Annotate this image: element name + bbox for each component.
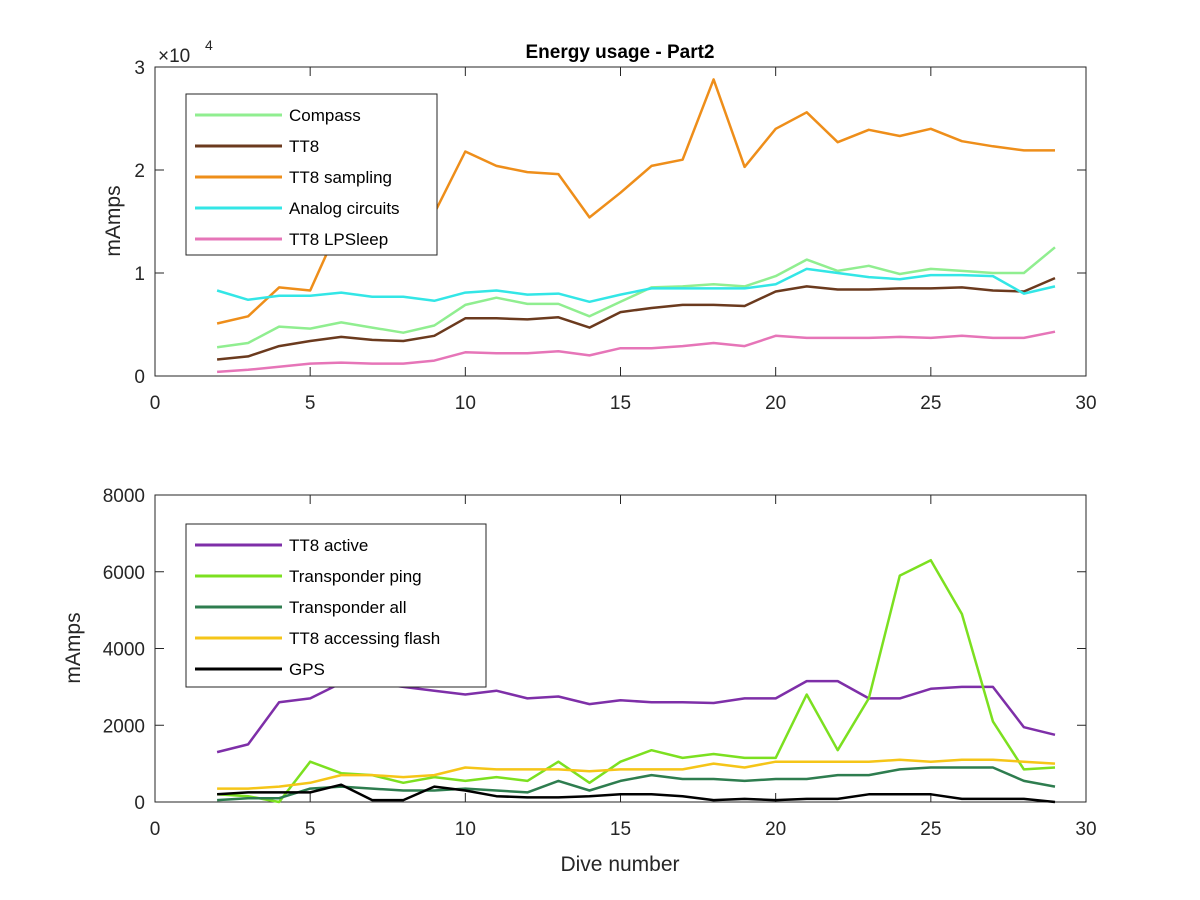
top-x-tick-label: 10 [455, 393, 476, 414]
series-line-tt8 [216, 276, 1056, 361]
top-y-tick-label: 0 [134, 367, 145, 388]
bottom-x-tick-label: 10 [455, 819, 476, 840]
bottom-series-lines [216, 558, 1056, 804]
bottom-y-tick-label: 6000 [103, 563, 145, 584]
series-line-tt8-lpsleep [217, 330, 1056, 374]
legend-entry-label: TT8 [289, 137, 319, 156]
legend-entry-label: Compass [289, 106, 361, 125]
bottom-x-tick-label: 0 [150, 819, 161, 840]
x-axis-label: Dive number [560, 853, 679, 876]
legend-entry-label: TT8 sampling [289, 168, 392, 187]
series-line-analog-circuits [216, 267, 1056, 304]
top-x-tick-label: 0 [150, 393, 161, 414]
series-line-tt8-accessing-flash [217, 758, 1056, 790]
top-y-tick-label: 1 [134, 264, 145, 285]
bottom-axes: mAmps Dive number 0 5 10 15 20 25 30 0 2000 4000 6… [62, 486, 1097, 876]
bottom-x-tick-label: 25 [920, 819, 941, 840]
top-y-axis-label: mAmps [102, 185, 125, 256]
legend-entry-label: TT8 accessing flash [289, 629, 440, 648]
top-legend: Compass TT8 TT8 sampling Analog circuits TT8… [185, 93, 438, 256]
y-exponent-power: 4 [205, 37, 213, 53]
top-axes: Energy usage - Part2 ×10 4 mAmps 0 5 10 15 2… [102, 37, 1097, 414]
legend-entry-label: Analog circuits [289, 199, 400, 218]
top-legend-box [185, 93, 438, 256]
bottom-y-tick-label: 4000 [103, 640, 145, 661]
legend-entry-label: GPS [289, 660, 325, 679]
top-x-tick-label: 5 [305, 393, 316, 414]
bottom-x-tick-label: 5 [305, 819, 316, 840]
top-y-tick-label: 2 [134, 161, 145, 182]
bottom-x-tick-label: 20 [765, 819, 786, 840]
legend-entry-label: Transponder all [289, 598, 407, 617]
top-x-tick-label: 15 [610, 393, 631, 414]
series-line-gps [217, 783, 1056, 804]
series-line-transponder-all [217, 766, 1056, 802]
bottom-ticks: 0 5 10 15 20 25 30 0 2000 4000 6000 8000 [103, 486, 1097, 840]
series-line-compass [216, 246, 1056, 349]
top-ticks: 0 5 10 15 20 25 30 0 1 2 3 [134, 58, 1096, 414]
bottom-y-tick-label: 8000 [103, 486, 145, 507]
top-x-tick-label: 25 [920, 393, 941, 414]
bottom-x-tick-label: 30 [1075, 819, 1096, 840]
bottom-y-tick-label: 2000 [103, 716, 145, 737]
legend-entry-label: Transponder ping [289, 567, 422, 586]
legend-entry-label: TT8 LPSleep [289, 230, 388, 249]
bottom-y-axis-label: mAmps [62, 612, 85, 683]
y-exponent-base: ×10 [158, 46, 190, 67]
bottom-x-tick-label: 15 [610, 819, 631, 840]
top-x-tick-label: 20 [765, 393, 786, 414]
top-series-lines [216, 78, 1056, 374]
chart-title: Energy usage - Part2 [525, 42, 714, 63]
bottom-legend: TT8 active Transponder ping Transponder al… [185, 523, 487, 688]
bottom-y-tick-label: 0 [134, 793, 145, 814]
legend-entry-label: TT8 active [289, 536, 368, 555]
top-y-tick-label: 3 [134, 58, 145, 79]
top-x-tick-label: 30 [1075, 393, 1096, 414]
